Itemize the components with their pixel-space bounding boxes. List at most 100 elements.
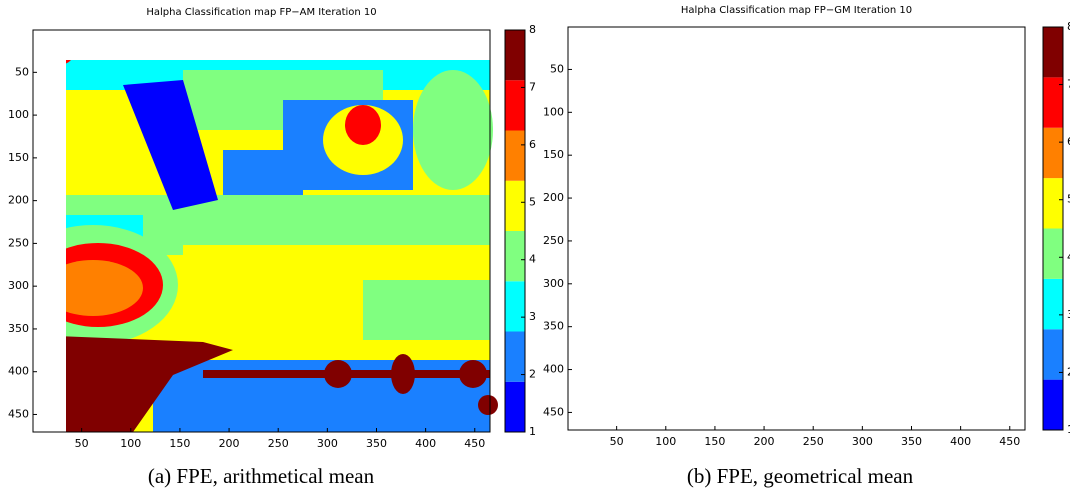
x-tick-label: 300 xyxy=(317,437,338,450)
region xyxy=(478,395,498,415)
region xyxy=(66,60,71,64)
y-tick-label: 50 xyxy=(550,62,564,75)
region xyxy=(926,326,950,342)
colorbar-frame xyxy=(504,29,526,433)
y-tick-label: 450 xyxy=(8,407,29,420)
region xyxy=(66,336,233,432)
axes-frame xyxy=(32,29,491,433)
region xyxy=(578,247,698,317)
region xyxy=(903,117,953,177)
region xyxy=(996,322,1020,338)
colorbar-tick-label: 8 xyxy=(1067,20,1070,33)
colorbar-segment xyxy=(1043,77,1063,128)
y-tick-label: 300 xyxy=(8,279,29,292)
y-tick-label: 400 xyxy=(8,365,29,378)
y-tick-label: 250 xyxy=(8,236,29,249)
colorbar-tick-label: 8 xyxy=(529,23,536,36)
x-tick-label: 150 xyxy=(704,435,725,448)
region xyxy=(66,260,143,316)
panel-title: Halpha Classification map FP−GM Iteratio… xyxy=(681,5,912,16)
y-tick-label: 250 xyxy=(543,234,564,247)
x-tick-label: 250 xyxy=(803,435,824,448)
x-tick-label: 250 xyxy=(268,437,289,450)
region xyxy=(324,360,352,388)
colorbar-segment xyxy=(505,331,525,382)
caption: (a) FPE, arithmetical mean xyxy=(148,464,375,488)
colorbar-segment xyxy=(505,180,525,231)
region xyxy=(861,326,885,342)
x-tick-label: 400 xyxy=(415,437,436,450)
colorbar-tick-label: 7 xyxy=(1067,78,1070,91)
x-tick-label: 300 xyxy=(852,435,873,448)
y-tick-label: 50 xyxy=(15,65,29,78)
x-tick-label: 350 xyxy=(901,435,922,448)
y-tick-label: 150 xyxy=(8,151,29,164)
colorbar-tick-label: 7 xyxy=(529,80,536,93)
region xyxy=(800,232,816,252)
caption: (b) FPE, geometrical mean xyxy=(687,464,914,488)
region xyxy=(658,77,753,207)
region xyxy=(345,105,381,145)
y-tick-label: 350 xyxy=(8,322,29,335)
region xyxy=(123,80,218,210)
x-tick-label: 200 xyxy=(219,437,240,450)
colorbar-segment xyxy=(505,80,525,131)
colorbar-segment xyxy=(505,130,525,181)
region xyxy=(568,202,1025,252)
colorbar-segment xyxy=(1043,178,1063,229)
panel: 50 100 150 200 250 300 350 400 450 50 100 150 200 250… xyxy=(543,5,1070,488)
x-tick-label: 50 xyxy=(75,437,89,450)
x-tick-label: 100 xyxy=(120,437,141,450)
region xyxy=(568,217,688,267)
region xyxy=(768,87,888,167)
colorbar-tick-label: 4 xyxy=(529,253,536,266)
y-tick-label: 200 xyxy=(8,194,29,207)
colorbar-tick-label: 1 xyxy=(529,425,536,438)
x-tick-label: 450 xyxy=(999,435,1020,448)
region xyxy=(668,57,708,77)
region xyxy=(568,307,1025,327)
y-tick-label: 350 xyxy=(543,320,564,333)
colorbar-segment xyxy=(1043,329,1063,380)
y-tick-label: 150 xyxy=(543,148,564,161)
x-tick-label: 450 xyxy=(464,437,485,450)
region xyxy=(568,57,1025,97)
x-tick-label: 400 xyxy=(950,435,971,448)
y-tick-label: 200 xyxy=(543,191,564,204)
colorbar-segment xyxy=(505,231,525,282)
x-tick-label: 350 xyxy=(366,437,387,450)
region xyxy=(459,360,487,388)
region xyxy=(391,354,415,394)
x-tick-label: 50 xyxy=(610,435,624,448)
colorbar-tick-label: 2 xyxy=(1067,365,1070,378)
classification-map xyxy=(543,27,1025,429)
colorbar-segment xyxy=(1043,127,1063,179)
region xyxy=(413,70,493,190)
y-tick-label: 450 xyxy=(543,405,564,418)
region xyxy=(718,267,838,307)
y-tick-label: 100 xyxy=(543,105,564,118)
colorbar-tick-label: 3 xyxy=(1067,308,1070,321)
y-tick-label: 400 xyxy=(543,363,564,376)
colorbar-segment xyxy=(1043,278,1063,330)
region xyxy=(568,27,1025,67)
region xyxy=(798,97,818,137)
x-tick-label: 200 xyxy=(754,435,775,448)
panel-title: Halpha Classification map FP−AM Iteratio… xyxy=(146,7,376,18)
colorbar-segment xyxy=(505,381,525,432)
panel: 50 100 150 200 250 300 350 400 450 50 100 150 200 250… xyxy=(8,7,536,488)
region xyxy=(363,280,490,340)
region xyxy=(223,150,303,200)
colorbar-segment xyxy=(505,281,525,332)
axes-frame xyxy=(567,26,1026,431)
region xyxy=(568,327,1025,429)
region xyxy=(593,264,673,300)
colorbar-tick-label: 6 xyxy=(1067,135,1070,148)
classification-map xyxy=(66,60,498,432)
colorbar-segment xyxy=(1043,379,1063,430)
colorbar-frame xyxy=(1042,26,1064,431)
colorbar-tick-label: 6 xyxy=(529,138,536,151)
region xyxy=(568,27,1025,429)
region xyxy=(593,263,683,307)
